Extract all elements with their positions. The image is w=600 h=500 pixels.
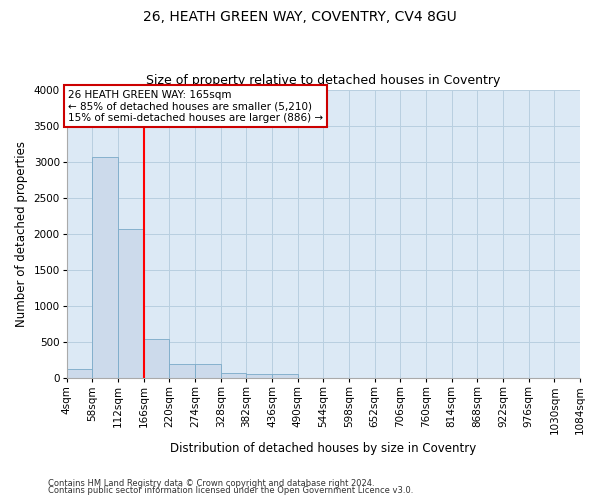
Bar [169, 364, 195, 378]
X-axis label: Distribution of detached houses by size in Coventry: Distribution of detached houses by size … [170, 442, 476, 455]
Bar [118, 230, 144, 378]
Y-axis label: Number of detached properties: Number of detached properties [15, 141, 28, 327]
Text: 26, HEATH GREEN WAY, COVENTRY, CV4 8GU: 26, HEATH GREEN WAY, COVENTRY, CV4 8GU [143, 10, 457, 24]
Text: Contains HM Land Registry data © Crown copyright and database right 2024.: Contains HM Land Registry data © Crown c… [48, 478, 374, 488]
Bar [92, 158, 118, 378]
Bar [221, 372, 247, 378]
Bar [195, 364, 221, 378]
Bar [144, 339, 169, 378]
Bar [67, 368, 92, 378]
Text: Contains public sector information licensed under the Open Government Licence v3: Contains public sector information licen… [48, 486, 413, 495]
Text: 26 HEATH GREEN WAY: 165sqm
← 85% of detached houses are smaller (5,210)
15% of s: 26 HEATH GREEN WAY: 165sqm ← 85% of deta… [68, 90, 323, 123]
Bar [272, 374, 298, 378]
Title: Size of property relative to detached houses in Coventry: Size of property relative to detached ho… [146, 74, 500, 87]
Bar [247, 374, 272, 378]
